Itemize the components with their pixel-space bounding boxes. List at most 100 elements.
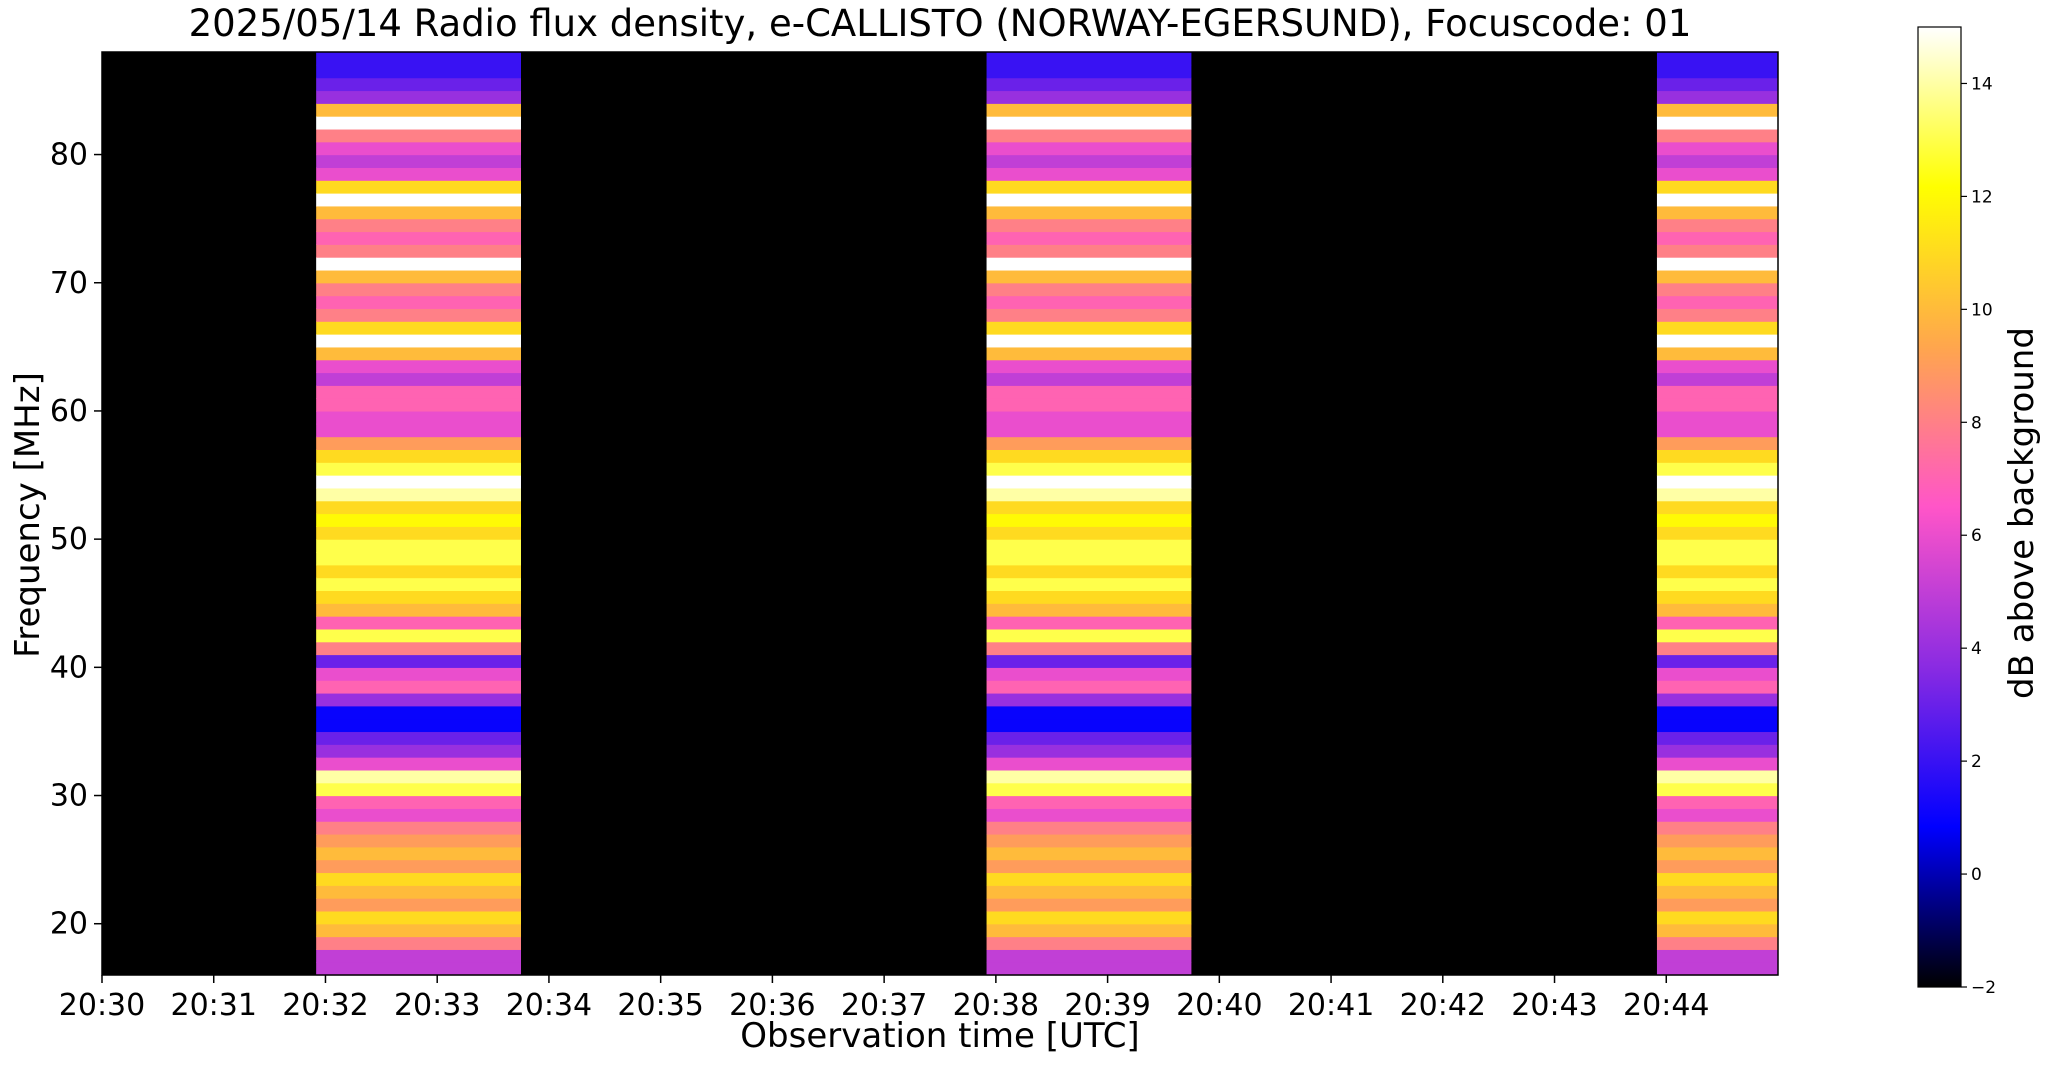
heatmap-band bbox=[1656, 808, 1778, 822]
x-tick-label: 20:39 bbox=[1064, 988, 1150, 1023]
heatmap-band bbox=[986, 257, 1192, 271]
heatmap-band bbox=[986, 833, 1192, 848]
heatmap-band bbox=[316, 962, 521, 976]
heatmap-band bbox=[986, 564, 1192, 579]
heatmap-band bbox=[316, 487, 521, 502]
heatmap-band bbox=[986, 513, 1192, 527]
heatmap-band bbox=[1656, 872, 1778, 886]
heatmap-band bbox=[986, 577, 1192, 592]
heatmap-band bbox=[986, 705, 1192, 720]
heatmap-band bbox=[316, 52, 521, 66]
heatmap-band bbox=[1656, 462, 1778, 476]
heatmap-band bbox=[1656, 513, 1778, 527]
heatmap-band bbox=[316, 872, 521, 886]
heatmap-band bbox=[986, 487, 1192, 502]
x-tick-label: 20:34 bbox=[506, 988, 592, 1023]
y-axis-ticks: 20 30 40 50 60 70 80 bbox=[50, 138, 102, 942]
heatmap-band bbox=[1656, 64, 1778, 79]
heatmap-band bbox=[1656, 680, 1778, 694]
heatmap-band bbox=[316, 385, 521, 399]
heatmap-band bbox=[316, 539, 521, 553]
x-tick-label: 20:38 bbox=[953, 988, 1039, 1023]
heatmap-band bbox=[1656, 910, 1778, 925]
heatmap-band bbox=[316, 282, 521, 297]
heatmap-band bbox=[986, 334, 1192, 348]
heatmap-band bbox=[1656, 564, 1778, 579]
heatmap-band bbox=[986, 52, 1192, 66]
heatmap-band bbox=[1656, 821, 1778, 835]
heatmap-band bbox=[1656, 667, 1778, 681]
y-tick-label: 50 bbox=[50, 522, 88, 557]
colorbar-tick-label: −2 bbox=[1971, 978, 1996, 998]
heatmap-band bbox=[986, 962, 1192, 976]
heatmap-band bbox=[316, 372, 521, 386]
heatmap-band bbox=[1656, 718, 1778, 733]
heatmap-band bbox=[1656, 577, 1778, 592]
colorbar-tick-label: 2 bbox=[1971, 752, 1982, 772]
heatmap-band bbox=[986, 154, 1192, 168]
heatmap-band bbox=[986, 744, 1192, 758]
heatmap-band bbox=[316, 462, 521, 476]
colorbar-tick-label: 10 bbox=[1971, 300, 1993, 320]
heatmap-band bbox=[1656, 475, 1778, 489]
heatmap-band bbox=[316, 205, 521, 220]
heatmap-band bbox=[1656, 744, 1778, 758]
burst-segment bbox=[986, 52, 1192, 976]
heatmap-band bbox=[986, 641, 1192, 656]
heatmap-band bbox=[986, 141, 1192, 156]
heatmap-band bbox=[986, 692, 1192, 707]
x-tick-label: 20:37 bbox=[841, 988, 927, 1023]
colorbar-tick-label: 0 bbox=[1971, 865, 1982, 885]
heatmap-band bbox=[986, 436, 1192, 451]
heatmap-band bbox=[1656, 436, 1778, 451]
chart-title: 2025/05/14 Radio flux density, e-CALLIST… bbox=[188, 2, 1692, 45]
heatmap-band bbox=[316, 193, 521, 207]
heatmap-band bbox=[986, 718, 1192, 733]
heatmap-band bbox=[986, 423, 1192, 438]
x-axis-ticks: 20:30 20:31 20:32 20:33 20:34 20:35 20:36 20:37… bbox=[59, 975, 1710, 1023]
heatmap-band bbox=[1656, 539, 1778, 553]
heatmap-band bbox=[316, 577, 521, 592]
heatmap-band bbox=[316, 769, 521, 784]
heatmap-band bbox=[986, 398, 1192, 412]
heatmap-band bbox=[316, 423, 521, 438]
heatmap-band bbox=[986, 782, 1192, 797]
heatmap-band bbox=[986, 859, 1192, 874]
heatmap-band bbox=[316, 77, 521, 92]
heatmap-band bbox=[986, 321, 1192, 335]
heatmap-band bbox=[1656, 628, 1778, 643]
heatmap-band bbox=[986, 167, 1192, 181]
heatmap-band bbox=[1656, 936, 1778, 950]
heatmap-band bbox=[986, 244, 1192, 258]
heatmap-band bbox=[1656, 782, 1778, 797]
heatmap-band bbox=[986, 590, 1192, 604]
heatmap-band bbox=[316, 936, 521, 950]
y-tick-label: 40 bbox=[50, 650, 88, 685]
colorbar bbox=[1917, 26, 1962, 988]
heatmap-band bbox=[316, 218, 521, 233]
heatmap-band bbox=[316, 398, 521, 412]
heatmap-band bbox=[1656, 244, 1778, 258]
x-tick-label: 20:30 bbox=[59, 988, 145, 1023]
x-tick-label: 20:31 bbox=[170, 988, 256, 1023]
heatmap-band bbox=[986, 308, 1192, 322]
x-tick-label: 20:35 bbox=[617, 988, 703, 1023]
heatmap-band bbox=[316, 731, 521, 745]
heatmap-band bbox=[986, 616, 1192, 630]
heatmap-band bbox=[986, 128, 1192, 143]
heatmap-band bbox=[1656, 398, 1778, 412]
heatmap-band bbox=[986, 180, 1192, 194]
heatmap-band bbox=[316, 692, 521, 707]
heatmap-band bbox=[316, 654, 521, 668]
heatmap-band bbox=[316, 475, 521, 489]
heatmap-band bbox=[1656, 692, 1778, 707]
heatmap-band bbox=[1656, 372, 1778, 386]
heatmap-band bbox=[986, 372, 1192, 386]
heatmap-band bbox=[1656, 257, 1778, 271]
heatmap-band bbox=[986, 346, 1192, 361]
heatmap-band bbox=[986, 205, 1192, 220]
heatmap-band bbox=[1656, 833, 1778, 848]
heatmap-band bbox=[986, 757, 1192, 771]
heatmap-band bbox=[316, 295, 521, 309]
heatmap-band bbox=[316, 718, 521, 733]
